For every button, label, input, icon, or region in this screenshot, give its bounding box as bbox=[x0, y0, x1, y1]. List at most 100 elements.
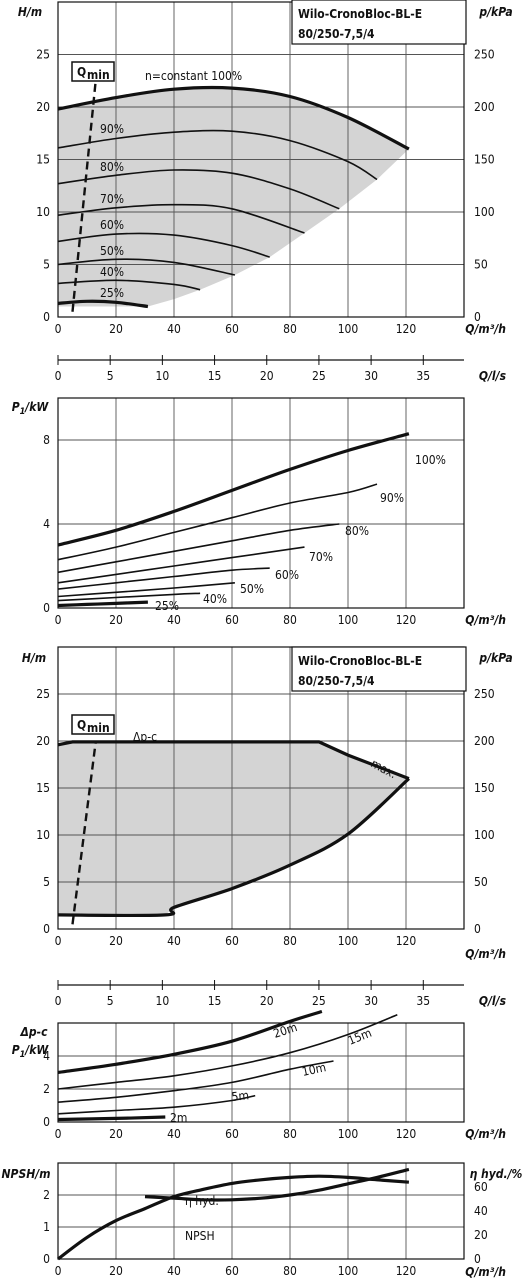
x-tick-label: 120 bbox=[396, 934, 417, 948]
x-tick-label: 20 bbox=[109, 613, 123, 627]
x-tick-label: 60 bbox=[225, 1127, 239, 1141]
speed-label: 70% bbox=[100, 192, 124, 206]
y2-tick-label: 100 bbox=[474, 828, 495, 842]
speed-curve bbox=[57, 279, 201, 291]
speed-label: 50% bbox=[100, 244, 124, 258]
plot-frame bbox=[57, 1, 465, 318]
x-tick-label: 40 bbox=[167, 613, 181, 627]
y-tick-label: 4 bbox=[43, 1049, 50, 1063]
flow-ls-tick-label: 10 bbox=[156, 369, 170, 383]
power-speed-label: 25% bbox=[155, 599, 179, 613]
x-axis-label: Q/m³/h bbox=[465, 947, 506, 961]
y2-tick-label: 0 bbox=[474, 922, 481, 936]
x-axis-label: Q/l/s bbox=[479, 994, 507, 1008]
y2-tick-label: 250 bbox=[474, 687, 495, 701]
flow-ls-tick-label: 20 bbox=[260, 369, 274, 383]
y-axis-label: P1/kW bbox=[12, 400, 50, 417]
y-tick-label: 0 bbox=[43, 1115, 50, 1129]
y-axis-label-line1: Δp-c bbox=[20, 1025, 49, 1039]
chart-title-line1: Wilo-CronoBloc-BL-E bbox=[298, 654, 422, 668]
y2-tick-label: 50 bbox=[474, 258, 488, 272]
x-tick-label: 120 bbox=[396, 613, 417, 627]
y-tick-label: 15 bbox=[36, 781, 50, 795]
y2-tick-label: 0 bbox=[474, 310, 481, 324]
speed-curve bbox=[57, 258, 236, 276]
y-tick-label: 0 bbox=[43, 601, 50, 615]
x-tick-label: 80 bbox=[283, 322, 297, 336]
flow-ls-tick-label: 35 bbox=[416, 994, 430, 1008]
x-axis-label: Q/m³/h bbox=[465, 1265, 506, 1279]
power-curve bbox=[57, 600, 148, 608]
head-power-curve bbox=[57, 1014, 398, 1090]
x-tick-label: 60 bbox=[225, 613, 239, 627]
operating-range-area bbox=[58, 87, 409, 307]
power-curve bbox=[57, 592, 201, 602]
qmin-box bbox=[71, 714, 115, 735]
qmin-label: Q bbox=[77, 718, 86, 732]
power-speed-label: 90% bbox=[380, 491, 404, 505]
x-tick-label: 100 bbox=[338, 322, 359, 336]
ylabel-sub: 1 bbox=[20, 407, 26, 417]
chart-title-line1: Wilo-CronoBloc-BL-E bbox=[298, 7, 422, 21]
y2-tick-label: 0 bbox=[474, 1252, 481, 1266]
flow-ls-tick-label: 30 bbox=[364, 994, 378, 1008]
title-box bbox=[291, 646, 467, 692]
head-label: 5m bbox=[231, 1088, 250, 1104]
y2-axis-label: η hyd./% bbox=[470, 1167, 523, 1181]
plot-frame bbox=[57, 1022, 465, 1123]
speed-curve bbox=[57, 203, 305, 234]
speed-curve bbox=[57, 232, 270, 258]
y-tick-label: 10 bbox=[36, 828, 50, 842]
y-axis-label: H/m bbox=[18, 5, 42, 19]
head-power-curve bbox=[57, 1060, 334, 1103]
y2-tick-label: 250 bbox=[474, 48, 495, 62]
plot-frame bbox=[57, 1162, 465, 1260]
efficiency-label: η hyd. bbox=[185, 1194, 219, 1208]
head-power-curve bbox=[57, 1094, 256, 1115]
speed-label: 40% bbox=[100, 265, 124, 279]
x-tick-label: 100 bbox=[338, 613, 359, 627]
speed-label: n=constant 100% bbox=[145, 69, 242, 83]
y-tick-label: 0 bbox=[43, 922, 50, 936]
qmin-subscript: min bbox=[87, 68, 110, 82]
chart-title-line2: 80/250-7,5/4 bbox=[298, 674, 375, 688]
flow-ls-tick-label: 0 bbox=[55, 994, 62, 1008]
power-speed-label: 50% bbox=[240, 582, 264, 596]
qmin-subscript: min bbox=[87, 721, 110, 735]
x-tick-label: 40 bbox=[167, 1127, 181, 1141]
y-tick-label: 25 bbox=[36, 687, 50, 701]
power-speed-label: 40% bbox=[203, 592, 227, 606]
y-axis-label-line2: P1/kW bbox=[12, 1043, 50, 1060]
power-curve bbox=[57, 483, 378, 561]
speed-curve bbox=[57, 129, 378, 181]
flow-ls-tick-label: 0 bbox=[55, 369, 62, 383]
flow-ls-tick-label: 10 bbox=[156, 994, 170, 1008]
plot-frame bbox=[57, 646, 465, 930]
ylabel-p: P bbox=[12, 1043, 20, 1057]
y-tick-label: 0 bbox=[43, 1252, 50, 1266]
flow-ls-tick-label: 25 bbox=[312, 994, 326, 1008]
head-label: 2m bbox=[170, 1111, 187, 1125]
npsh-label: NPSH bbox=[185, 1229, 215, 1243]
x-axis-label: Q/m³/h bbox=[465, 322, 506, 336]
flow-ls-tick-label: 5 bbox=[107, 994, 114, 1008]
y-tick-label: 8 bbox=[43, 433, 50, 447]
x-axis-label: Q/m³/h bbox=[465, 1127, 506, 1141]
qmin-box bbox=[71, 61, 115, 82]
y-tick-label: 4 bbox=[43, 517, 50, 531]
y2-tick-label: 150 bbox=[474, 781, 495, 795]
x-tick-label: 100 bbox=[338, 1264, 359, 1278]
head-power-curve bbox=[57, 1115, 166, 1122]
flow-ls-axis-1: 0 5 10 15 20 25 30 35 Q/l/s bbox=[55, 355, 507, 383]
min-curve bbox=[57, 777, 410, 918]
flow-ls-tick-label: 5 bbox=[107, 369, 114, 383]
flow-ls-tick-label: 25 bbox=[312, 369, 326, 383]
head-power-curve bbox=[57, 1009, 323, 1075]
x-tick-label: 20 bbox=[109, 322, 123, 336]
x-tick-label: 120 bbox=[396, 1264, 417, 1278]
y-tick-label: 1 bbox=[43, 1220, 50, 1234]
power-curve bbox=[57, 582, 235, 598]
dpc-operating-area bbox=[58, 741, 409, 915]
efficiency-curve bbox=[57, 1174, 410, 1261]
